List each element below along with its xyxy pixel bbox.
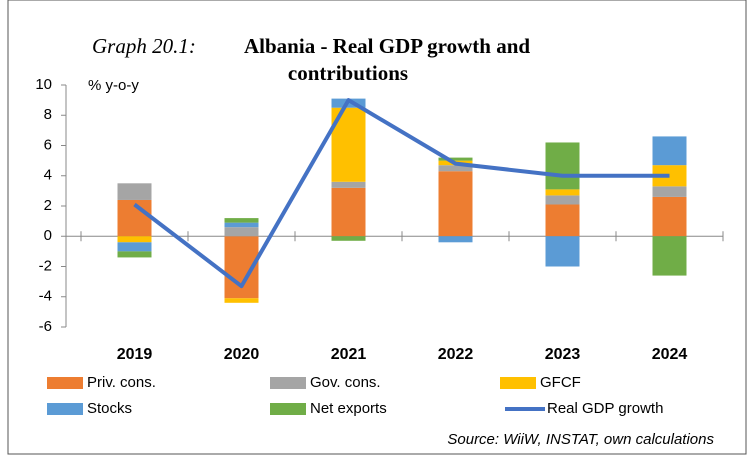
title-label: Graph 20.1: bbox=[92, 34, 196, 58]
bar-segment bbox=[652, 196, 687, 237]
source: Source: WiiW, INSTAT, own calculations bbox=[447, 431, 714, 448]
bar-segment bbox=[331, 236, 366, 241]
chart-title: contributions bbox=[288, 61, 408, 85]
legend-label: GFCF bbox=[540, 374, 581, 391]
bar-segment bbox=[545, 204, 580, 237]
legend-swatch bbox=[47, 377, 83, 389]
y-tick-label: 4 bbox=[44, 167, 52, 184]
bar-segment bbox=[438, 165, 473, 172]
bar-segment bbox=[545, 195, 580, 205]
x-tick-label: 2019 bbox=[117, 346, 153, 363]
x-tick-label: 2021 bbox=[331, 346, 367, 363]
legend-label: Gov. cons. bbox=[310, 374, 381, 391]
y-axis-label: % y-o-y bbox=[88, 77, 139, 94]
y-tick-label: 2 bbox=[44, 197, 52, 214]
bar-segment bbox=[224, 218, 259, 223]
bar-segment bbox=[652, 136, 687, 166]
bar-segment bbox=[224, 222, 259, 228]
y-tick-label: -4 bbox=[39, 288, 52, 305]
legend-swatch bbox=[270, 403, 306, 415]
legend-swatch bbox=[47, 403, 83, 415]
x-tick-label: 2023 bbox=[545, 346, 581, 363]
bar-segment bbox=[224, 227, 259, 237]
y-tick-label: -2 bbox=[39, 257, 52, 274]
legend-label: Priv. cons. bbox=[87, 374, 156, 391]
line-series bbox=[133, 98, 670, 289]
bar-segment bbox=[331, 181, 366, 188]
bar-segment bbox=[545, 142, 580, 190]
x-tick-label: 2024 bbox=[652, 346, 688, 363]
bar-segment bbox=[117, 183, 152, 200]
bar-segment bbox=[545, 189, 580, 196]
bar-segment bbox=[117, 251, 152, 258]
legend-swatch bbox=[500, 377, 536, 389]
bar-segment bbox=[438, 236, 473, 243]
y-tick-label: 10 bbox=[35, 76, 52, 93]
y-tick-label: 6 bbox=[44, 136, 52, 153]
x-tick-label: 2022 bbox=[438, 346, 474, 363]
y-tick-label: 0 bbox=[44, 227, 52, 244]
y-tick-label: -6 bbox=[39, 318, 52, 335]
bar-segment bbox=[652, 236, 687, 276]
legend-label: Net exports bbox=[310, 400, 387, 417]
chart-title: Albania - Real GDP growth and bbox=[244, 34, 530, 58]
bar-segment bbox=[224, 298, 259, 303]
frame bbox=[7, 0, 747, 455]
bar-segment bbox=[117, 236, 152, 243]
bar-segment bbox=[331, 187, 366, 237]
legend-label: Real GDP growth bbox=[547, 400, 663, 417]
legend-label: Stocks bbox=[87, 400, 132, 417]
bar-segment bbox=[545, 236, 580, 267]
legend-swatch bbox=[270, 377, 306, 389]
bar-segment bbox=[117, 242, 152, 252]
y-tick-label: 8 bbox=[44, 106, 52, 123]
bar-segment bbox=[652, 186, 687, 197]
bar-segment bbox=[438, 171, 473, 237]
bar-segment bbox=[438, 157, 473, 161]
x-tick-label: 2020 bbox=[224, 346, 260, 363]
